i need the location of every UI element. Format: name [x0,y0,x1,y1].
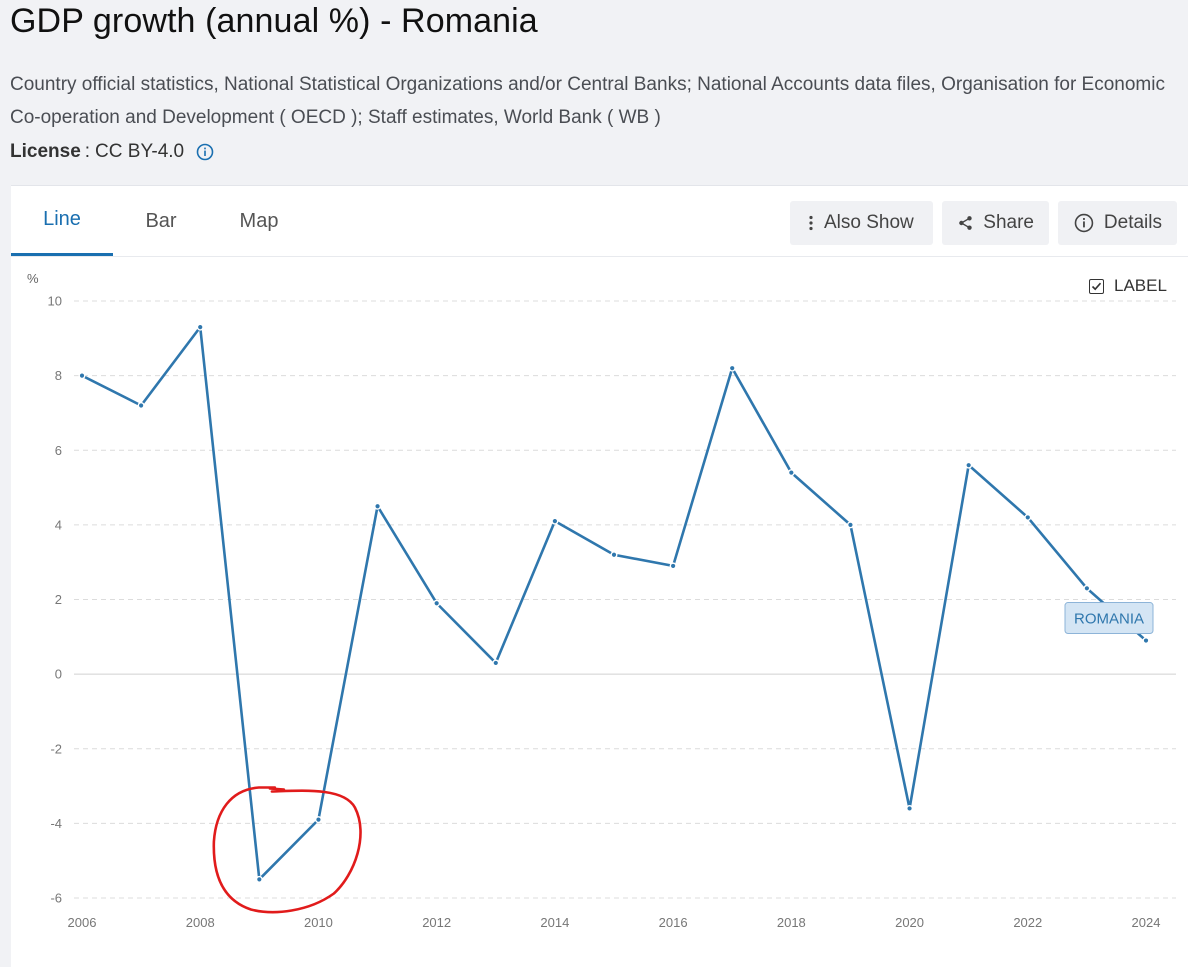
series-line-romania [81,323,1147,883]
chart-tabs: Line Bar Map [11,186,309,256]
chart-toolbar: Also Show Share Details [790,201,1177,245]
y-tick-label: 6 [55,443,62,458]
tab-line[interactable]: Line [11,186,113,256]
data-point [492,659,500,667]
y-tick-label: 0 [55,667,62,682]
data-point [610,551,618,559]
y-tick-label: 4 [55,517,62,532]
x-tick-label: 2008 [186,915,215,930]
x-tick-label: 2006 [68,915,97,930]
x-tick-label: 2016 [659,915,688,930]
label-checkbox[interactable] [1089,278,1104,294]
data-point [1083,584,1091,592]
y-tick-label: 8 [55,368,62,383]
data-point [433,599,441,607]
data-point [1024,513,1032,521]
info-icon [1074,213,1094,233]
more-vertical-icon [809,215,813,231]
data-point [551,517,559,525]
series-label-box [1064,602,1154,635]
data-point [314,816,322,824]
share-label: Share [983,212,1034,233]
also-show-label: Also Show [824,212,914,233]
annotation-circle [212,786,362,914]
also-show-button[interactable]: Also Show [790,201,933,245]
tab-bar[interactable]: Bar [145,209,177,232]
data-point [374,502,382,510]
data-point [669,562,677,570]
data-point [965,461,973,469]
x-tick-label: 2018 [777,915,806,930]
y-tick-label: -6 [50,891,62,906]
x-tick-label: 2010 [304,915,333,930]
source-description: Country official statistics, National St… [10,74,1165,128]
label-toggle[interactable]: LABEL [1089,276,1167,296]
details-button[interactable]: Details [1058,201,1177,245]
data-point [137,401,145,409]
tab-divider [11,256,1188,257]
data-point [787,469,795,477]
y-tick-label: -2 [50,741,62,756]
series-label: ROMANIA [1074,611,1144,628]
y-tick-label: 10 [48,294,62,309]
data-point [1142,637,1150,645]
x-tick-label: 2020 [895,915,924,930]
share-icon [959,216,972,230]
data-point [78,372,86,380]
license-key: License [10,141,81,162]
x-tick-label: 2014 [540,915,569,930]
data-point [196,323,204,331]
license-separator: : [84,141,91,162]
data-point [906,804,914,812]
y-tick-label: -4 [50,816,62,831]
share-button[interactable]: Share [942,201,1049,245]
checkmark-icon [1091,282,1102,290]
x-tick-label: 2024 [1132,915,1161,930]
license-row: License : CC BY-4.0 [10,139,214,165]
data-point [846,521,854,529]
y-axis-label: % [27,271,39,286]
license-value: CC BY-4.0 [95,141,185,162]
tab-map[interactable]: Map [239,209,279,232]
label-toggle-text: LABEL [1114,276,1167,295]
data-point [728,364,736,372]
chart-card: Line Bar Map Also Show Share [11,185,1188,967]
y-tick-label: 2 [55,592,62,607]
x-tick-label: 2012 [422,915,451,930]
data-point [255,875,263,883]
details-label: Details [1103,212,1162,233]
page-title: GDP growth (annual %) - Romania [10,2,538,40]
info-icon[interactable] [196,143,214,161]
line-chart: % -6 -4 -2 0 2 4 6 8 10 2006 2008 2010 2012 2014 2016 20… [27,271,1176,930]
x-tick-label: 2022 [1013,915,1042,930]
